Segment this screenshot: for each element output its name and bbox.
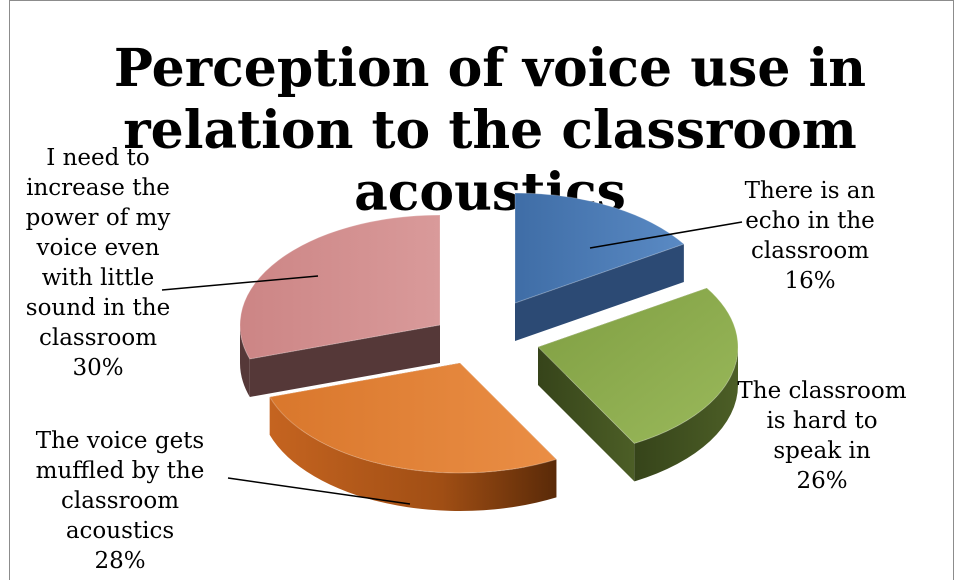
slice-label-line: power of my [26,205,171,231]
slice-wall [515,244,684,341]
slice-label-line: The classroom [737,378,906,404]
leader-line [227,477,411,505]
slice-label-3: I need to increase the power of my voice ev… [26,145,171,381]
slice-label-line: sound in the [26,295,170,321]
slice-label-line: classroom [751,238,869,264]
slice-label-line: increase the [26,175,170,201]
slice-side [634,347,738,482]
slice-percent: 30% [72,355,123,381]
slice-label-line: is hard to [766,408,877,434]
slice-label-line: The voice gets [36,428,204,454]
slice-label-line: echo in the [745,208,875,234]
slice-wall [538,347,635,482]
slice-top [239,214,441,360]
slice-label-line: voice even [35,235,159,261]
slice-percent: 28% [94,548,145,574]
slice-label-0: There is an echo in the classroom 16% [745,178,876,294]
slice-percent: 16% [784,268,835,294]
slice-top [537,287,739,444]
chart-title: Perception of voice use in relation to t… [113,38,867,223]
slice-label-1: The classroom is hard to speak in 26% [737,378,906,494]
slice-side [269,396,557,511]
slice-top [268,362,558,474]
slice-label-line: There is an [745,178,876,204]
pie-slice-3 [239,214,441,397]
slice-label-line: I need to [46,145,150,171]
slice-label-line: classroom [61,488,179,514]
slice-label-line: speak in [773,438,870,464]
slice-wall [249,325,440,397]
slice-label-line: with little [42,265,155,291]
slice-label-line: muffled by the [36,458,205,484]
leader-line [589,221,743,249]
slice-label-line: classroom [39,325,157,351]
slice-label-line: acoustics [66,518,174,544]
slice-top [514,192,685,304]
pie-slice-0 [514,192,685,341]
pie-slice-2 [268,362,558,511]
chart-frame [9,0,954,580]
slice-side [240,325,250,397]
slice-percent: 26% [796,468,847,494]
pie-slice-1 [537,287,739,482]
slice-label-2: The voice gets muffled by the classroom aco… [36,428,205,574]
leader-line [161,275,319,291]
